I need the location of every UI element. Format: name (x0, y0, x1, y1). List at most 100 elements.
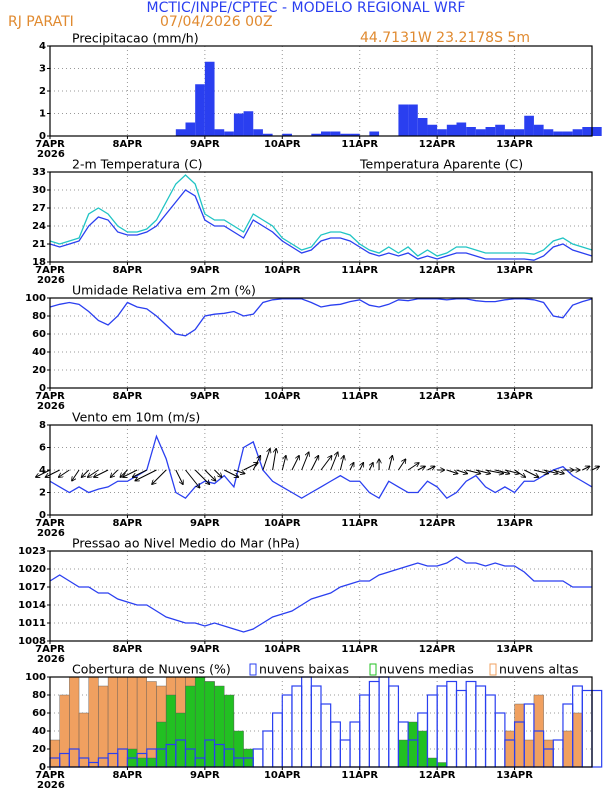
bar (349, 721, 361, 768)
x-tick-label: 8APR (113, 518, 143, 529)
x-tick-label: 12APR (419, 391, 456, 402)
wind-vector (398, 460, 405, 471)
header-title: MCTIC/INPE/CPTEC - MODELO REGIONAL WRF (147, 0, 466, 16)
x-tick-label: 7APR (35, 770, 65, 781)
wind-vector (456, 469, 468, 474)
bar (456, 122, 467, 136)
y-tick-label: 1023 (18, 546, 46, 557)
bar (146, 681, 157, 768)
wind-vector (446, 469, 458, 474)
bar (330, 721, 341, 768)
year-label: 2026 (37, 275, 65, 286)
x-tick-label: 13APR (496, 391, 533, 402)
x-tick-label: 13APR (496, 770, 533, 781)
line (49, 174, 593, 257)
y-tick-label: 1011 (18, 618, 46, 629)
bar (543, 739, 554, 768)
bar (436, 762, 448, 768)
plot-frame (49, 45, 593, 137)
bar (243, 111, 254, 136)
header-datetime: 07/04/2026 00Z (160, 14, 273, 30)
bar (562, 131, 573, 136)
bar (504, 129, 515, 136)
x-tick-label: 11APR (341, 391, 378, 402)
wind-vector (427, 467, 434, 471)
bar (253, 129, 263, 136)
bar (368, 680, 380, 768)
bar (262, 730, 274, 768)
x-tick-label: 8APR (113, 644, 143, 655)
y-tick-label: 30 (32, 185, 46, 196)
wind-vector (111, 469, 119, 477)
x-tick-label: 10APR (264, 265, 301, 276)
bar (388, 685, 400, 768)
x-tick-label: 7APR (35, 265, 65, 276)
bar (214, 685, 225, 768)
x-tick-label: 7APR (35, 518, 65, 529)
wind-vector (291, 456, 299, 471)
x-tick-label: 9APR (190, 644, 220, 655)
wind-vector (36, 469, 51, 477)
wind-vector (388, 456, 393, 471)
wind-vector (310, 456, 318, 471)
header-location: RJ PARATI (8, 14, 74, 30)
wind-vector (94, 469, 109, 477)
bar (475, 685, 487, 768)
y-tick-label: 60 (32, 708, 46, 719)
y-tick-label: 0 (39, 762, 46, 773)
bar (495, 124, 505, 136)
bar (194, 676, 206, 768)
line (49, 298, 593, 337)
legend-label: nuvens medias (379, 662, 474, 677)
legend-swatch (489, 663, 497, 676)
x-tick-label: 7APR (35, 139, 65, 150)
wind-vector (475, 469, 490, 474)
line (49, 556, 592, 633)
bar (98, 685, 109, 768)
panel-title: Cobertura de Nuvens (%) (72, 662, 231, 677)
x-tick-label: 9APR (190, 265, 220, 276)
y-tick-label: 2 (39, 86, 46, 97)
x-tick-label: 8APR (113, 265, 143, 276)
x-tick-label: 13APR (496, 265, 533, 276)
bar (446, 124, 457, 136)
bar (417, 730, 428, 768)
bar (485, 127, 496, 136)
wind-vector (543, 469, 558, 474)
year-label: 2026 (37, 149, 65, 160)
bar (514, 129, 525, 136)
legend-swatch (249, 663, 257, 676)
wind-vector (272, 449, 277, 471)
y-tick-label: 20 (32, 744, 46, 755)
plot-frame (49, 550, 593, 642)
wind-vector (504, 469, 519, 474)
bar (311, 133, 321, 136)
bar (340, 133, 351, 136)
wind-vector (133, 469, 148, 477)
x-tick-label: 12APR (419, 139, 456, 150)
bar (417, 118, 428, 136)
bar (146, 757, 157, 768)
y-tick-label: 100 (25, 293, 46, 304)
x-tick-label: 7APR (35, 644, 65, 655)
line (49, 434, 593, 500)
wind-vector (553, 469, 564, 474)
bar (359, 694, 370, 768)
bar (591, 689, 603, 768)
x-tick-label: 10APR (264, 644, 301, 655)
x-tick-label: 12APR (419, 518, 456, 529)
x-tick-label: 12APR (419, 770, 456, 781)
bar (59, 694, 70, 768)
wind-vector (233, 469, 245, 474)
y-tick-label: 80 (32, 690, 46, 701)
x-tick-label: 11APR (341, 518, 378, 529)
wind-vector (320, 456, 332, 471)
y-tick-label: 2 (39, 488, 46, 499)
bar (88, 676, 99, 768)
x-tick-label: 13APR (496, 518, 533, 529)
y-tick-label: 24 (32, 221, 46, 232)
wind-vector (72, 469, 80, 481)
x-tick-label: 11APR (341, 770, 378, 781)
bar (465, 680, 477, 768)
x-tick-label: 10APR (264, 139, 301, 150)
